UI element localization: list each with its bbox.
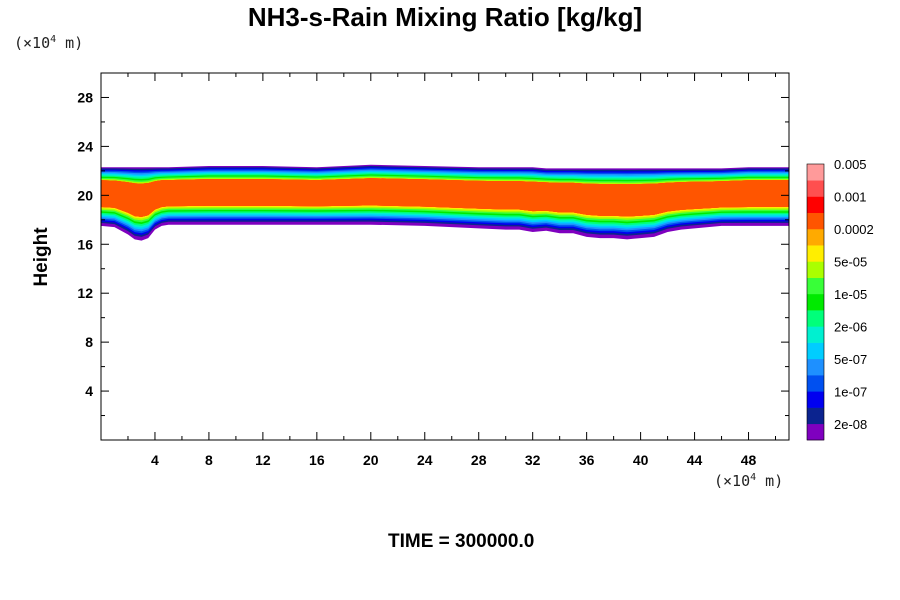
x-tick-label: 48: [741, 452, 757, 468]
colorbar-label: 5e-07: [834, 352, 867, 367]
colorbar-swatch: [807, 180, 824, 197]
colorbar-swatch: [807, 245, 824, 262]
y-unit-exponent: 4: [50, 34, 57, 45]
colorbar-label: 0.001: [834, 190, 867, 205]
plot-frame: [100, 72, 790, 441]
colorbar-swatch: [807, 358, 824, 376]
colorbar-swatch: [807, 391, 824, 408]
colorbar-swatch: [807, 212, 824, 230]
colorbar-swatch: [807, 326, 824, 343]
y-unit-prefix: (×10: [14, 34, 51, 52]
y-tick-label: 20: [77, 187, 93, 203]
x-tick-label: 4: [151, 452, 159, 468]
x-tick-label: 28: [471, 452, 487, 468]
contour-bands: [101, 164, 789, 241]
colorbar-swatch: [807, 277, 824, 295]
colorbar-label: 1e-07: [834, 384, 867, 399]
x-tick-label: 12: [255, 452, 271, 468]
x-tick-label: 44: [687, 452, 703, 468]
y-unit-suffix: m): [56, 34, 84, 52]
x-tick-label: 40: [633, 452, 649, 468]
x-tick-label: 16: [309, 452, 325, 468]
x-tick-label: 36: [579, 452, 595, 468]
x-tick-label: 32: [525, 452, 541, 468]
colorbar-label: 1e-05: [834, 287, 867, 302]
y-tick-label: 4: [85, 383, 93, 399]
colorbar-swatch: [807, 293, 824, 311]
x-tick-label: 8: [205, 452, 213, 468]
contour-band: [101, 178, 789, 217]
x-unit-exponent: 4: [750, 472, 757, 483]
y-tick-label: 24: [77, 138, 93, 154]
colorbar-label: 2e-06: [834, 319, 867, 334]
y-tick-label: 28: [77, 89, 93, 105]
colorbar-swatch: [807, 261, 824, 278]
colorbar-label: 0.005: [834, 157, 867, 172]
colorbar-swatch: [807, 423, 824, 441]
colorbar: 2e-08 1e-07 5e-07 2e-06 1e-05 5e-05 0.0002 0.00…: [806, 157, 874, 441]
colorbar-swatch: [807, 196, 824, 214]
colorbar-swatch: [807, 375, 824, 392]
colorbar-swatch: [807, 342, 824, 360]
colorbar-swatch: [807, 310, 824, 327]
y-tick-label: 8: [85, 334, 93, 350]
y-axis-unit: (×104 m): [14, 34, 83, 52]
y-tick-label: 16: [77, 236, 93, 252]
colorbar-label: 2e-08: [834, 417, 867, 432]
x-unit-suffix: m): [756, 472, 784, 490]
time-label: TIME = 300000.0: [388, 531, 535, 552]
x-tick-label: 20: [363, 452, 379, 468]
colorbar-frame: [806, 163, 825, 441]
colorbar-swatch: [807, 407, 824, 425]
colorbar-swatch: [807, 164, 824, 181]
x-axis-unit: (×104 m): [714, 472, 783, 490]
colorbar-swatch: [807, 228, 824, 246]
y-tick-label: 12: [77, 285, 93, 301]
chart-title: NH3-s-Rain Mixing Ratio [kg/kg]: [247, 2, 643, 32]
colorbar-label: 0.0002: [834, 222, 874, 237]
x-unit-prefix: (×10: [714, 472, 751, 490]
colorbar-label: 5e-05: [834, 254, 867, 269]
x-tick-label: 24: [417, 452, 433, 468]
